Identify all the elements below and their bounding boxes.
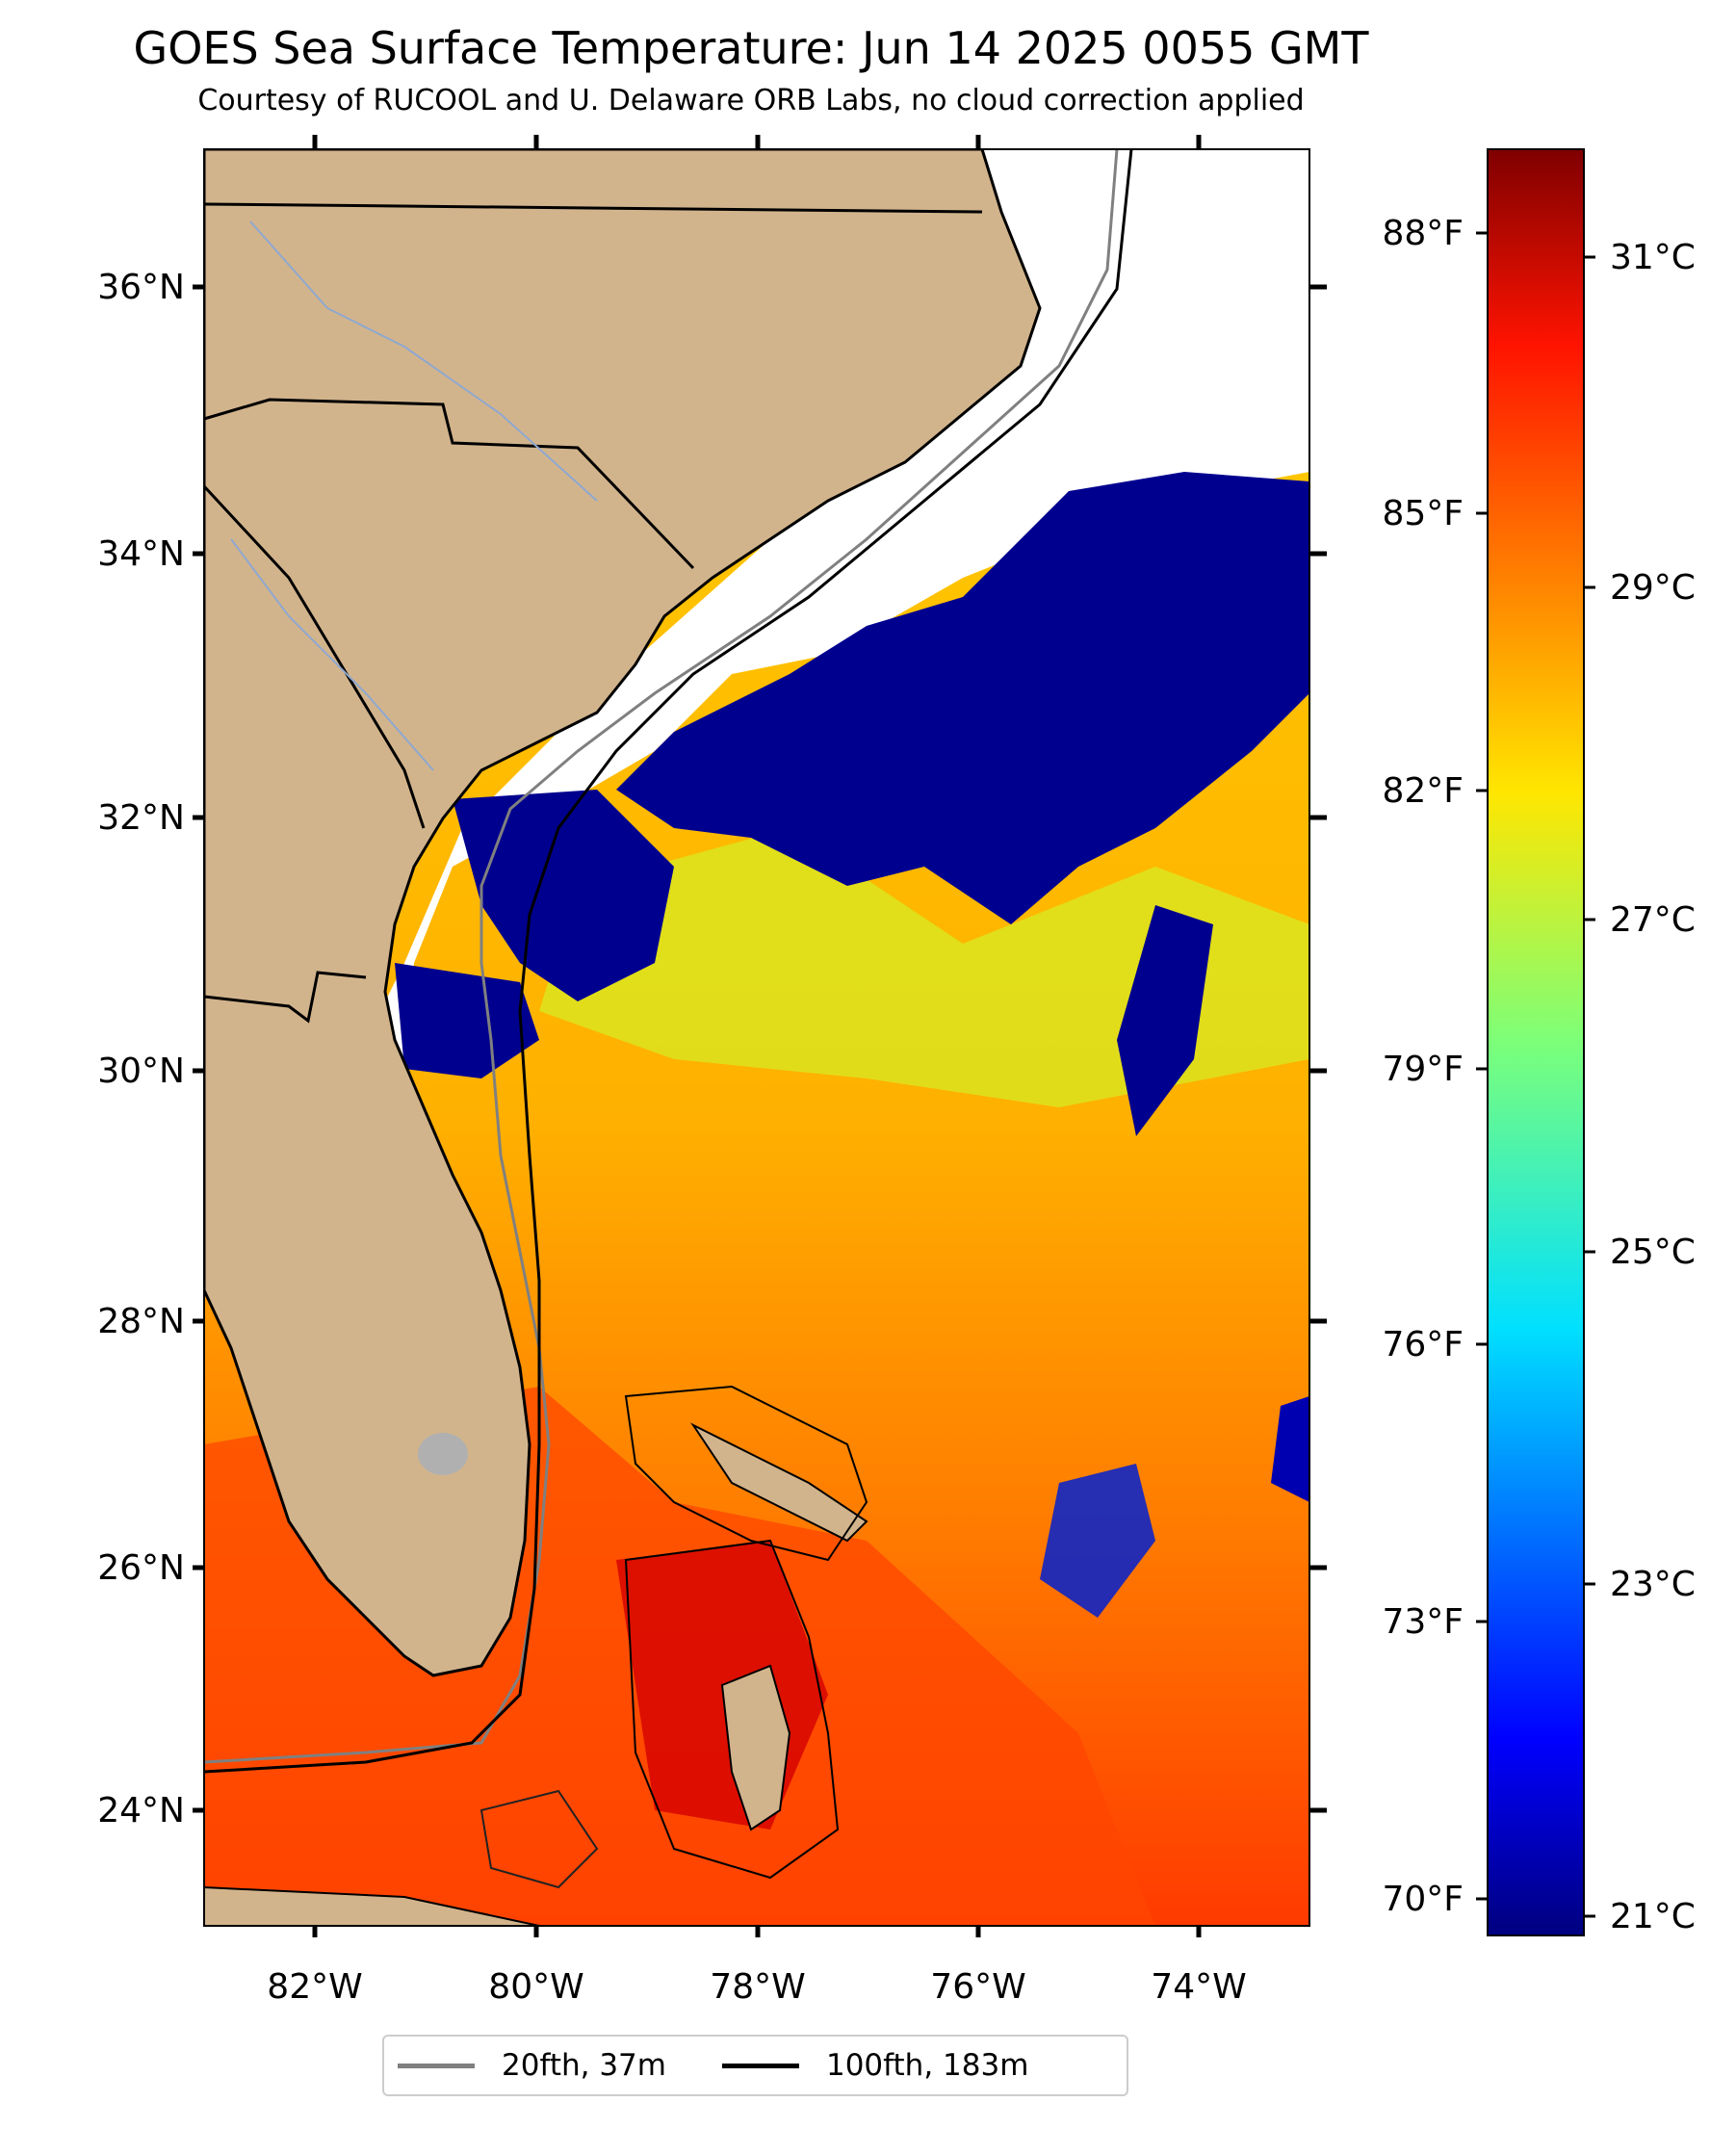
lat-label-26: 26°N [97,1548,185,1588]
contour-20fth [204,149,1119,1764]
lon-ticks [312,135,1202,1937]
colorbar [1487,148,1585,1936]
legend-swatch-black-line [721,2063,799,2068]
cloud-region-coastal [395,963,539,1078]
great-bahama-bank-contour [624,1539,840,1880]
map-area [204,149,1309,1926]
bahama-bank-contour [624,1385,868,1562]
cloud-patch-south [1040,1464,1155,1618]
f-label-85: 85°F [1382,494,1464,533]
lat-label-36: 36°N [97,268,185,307]
lat-label-34: 34°N [97,534,185,574]
fahrenheit-ticks [1476,231,1488,1901]
c-label-21: 21°C [1610,1897,1696,1936]
legend-label-100fth: 100fth, 183m [825,2048,1029,2083]
river [230,538,434,771]
map-subtitle: Courtesy of RUCOOL and U. Delaware ORB L… [197,84,1305,117]
legend-item-20fth: 20fth, 37m [398,2046,666,2085]
contour-legend: 20fth, 37m 100fth, 183m [382,2035,1128,2096]
lat-ticks-right [1309,284,1327,1813]
ga-fl-border [204,971,367,1024]
c-label-29: 29°C [1610,568,1696,608]
c-label-27: 27°C [1610,900,1696,940]
lat-label-28: 28°N [97,1302,185,1341]
f-label-82: 82°F [1382,771,1464,811]
map-title: GOES Sea Surface Temperature: Jun 14 202… [133,22,1369,74]
c-label-31: 31°C [1610,238,1696,277]
river [249,221,598,502]
grand-bahama [690,1422,868,1543]
lake-okeechobee [418,1433,468,1475]
lat-label-32: 32°N [97,798,185,838]
celsius-ticks [1584,255,1595,1918]
c-label-25: 25°C [1610,1233,1696,1272]
us-coast-landmass [204,149,1042,1677]
cloud-region-central [453,790,674,1001]
f-label-73: 73°F [1382,1602,1464,1642]
lon-label-76: 76°W [930,1967,1025,2007]
contour-100fth [204,149,1133,1774]
nc-sc-border [204,398,695,570]
lat-ticks-left [193,284,204,1813]
sea-surface-cool-band [539,828,1309,1107]
f-label-79: 79°F [1382,1050,1464,1089]
f-label-70: 70°F [1382,1880,1464,1919]
legend-item-100fth: 100fth, 183m [721,2046,1029,2085]
f-label-76: 76°F [1382,1325,1464,1364]
cloud-region-north [616,472,1309,924]
lat-label-30: 30°N [97,1052,185,1091]
lon-label-80: 80°W [488,1967,583,2007]
f-label-88: 88°F [1382,214,1464,253]
c-label-23: 23°C [1610,1565,1696,1604]
lon-label-82: 82°W [267,1967,362,2007]
cloud-patch-tail [1117,905,1213,1136]
cloud-patch-east [1271,1396,1309,1502]
lat-label-24: 24°N [97,1791,185,1830]
no-data-region [318,149,1309,1155]
legend-swatch-gray-line [398,2063,475,2068]
andros-island [720,1664,791,1831]
cay-sal-bank-contour [479,1789,599,1889]
lon-label-78: 78°W [710,1967,805,2007]
cuba-landmass [204,1885,540,1926]
va-nc-border [204,202,983,214]
lon-label-74: 74°W [1151,1967,1246,2007]
legend-label-20fth: 20fth, 37m [502,2048,666,2083]
